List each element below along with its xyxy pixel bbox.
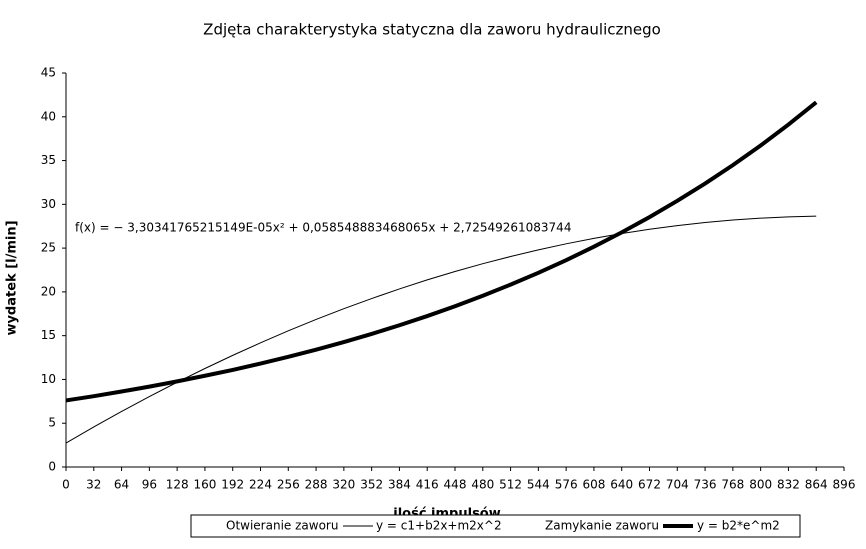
y-tick-label: 35 bbox=[41, 153, 56, 167]
y-tick-label: 5 bbox=[48, 416, 56, 430]
x-tick-label: 768 bbox=[721, 478, 744, 492]
legend-label: y = c1+b2x+m2x^2 bbox=[376, 519, 502, 533]
x-tick-label: 416 bbox=[416, 478, 439, 492]
x-tick-label: 704 bbox=[666, 478, 689, 492]
x-tick-label: 832 bbox=[777, 478, 800, 492]
x-tick-label: 864 bbox=[805, 478, 828, 492]
x-tick-label: 128 bbox=[166, 478, 189, 492]
x-tick-label: 384 bbox=[388, 478, 411, 492]
x-tick-label: 0 bbox=[62, 478, 70, 492]
x-tick-label: 288 bbox=[305, 478, 328, 492]
legend-label: Otwieranie zaworu bbox=[226, 519, 338, 533]
x-tick-label: 256 bbox=[277, 478, 300, 492]
x-tick-label: 32 bbox=[86, 478, 101, 492]
y-tick-label: 10 bbox=[41, 372, 56, 386]
legend-label: Zamykanie zaworu bbox=[545, 519, 659, 533]
x-tick-label: 64 bbox=[114, 478, 129, 492]
x-tick-label: 352 bbox=[360, 478, 383, 492]
x-tick-label: 512 bbox=[499, 478, 522, 492]
y-axis-label: wydatek [l/min] bbox=[5, 220, 20, 335]
x-tick-label: 672 bbox=[638, 478, 661, 492]
x-tick-label: 320 bbox=[332, 478, 355, 492]
x-tick-label: 192 bbox=[221, 478, 244, 492]
y-tick-label: 25 bbox=[41, 241, 56, 255]
y-tick-label: 30 bbox=[41, 197, 56, 211]
y-tick-label: 20 bbox=[41, 284, 56, 298]
x-tick-label: 96 bbox=[142, 478, 157, 492]
x-tick-label: 608 bbox=[582, 478, 605, 492]
x-tick-label: 544 bbox=[527, 478, 550, 492]
series-line bbox=[65, 215, 817, 444]
x-tick-label: 576 bbox=[555, 478, 578, 492]
x-tick-label: 800 bbox=[749, 478, 772, 492]
x-tick-label: 480 bbox=[471, 478, 494, 492]
annotation: f(x) = − 3,30341765215149E-05x² + 0,0585… bbox=[75, 221, 571, 235]
y-tick-label: 40 bbox=[41, 109, 56, 123]
chart-title: Zdjęta charakterystyka statyczna dla zaw… bbox=[203, 21, 661, 39]
series-line bbox=[65, 100, 818, 403]
x-tick-label: 448 bbox=[444, 478, 467, 492]
x-tick-label: 736 bbox=[694, 478, 717, 492]
y-tick-label: 0 bbox=[48, 460, 56, 474]
x-tick-label: 896 bbox=[833, 478, 856, 492]
x-tick-label: 160 bbox=[193, 478, 216, 492]
legend-box bbox=[190, 514, 801, 538]
y-tick-label: 15 bbox=[41, 328, 56, 342]
x-tick-label: 224 bbox=[249, 478, 272, 492]
y-tick-label: 45 bbox=[41, 66, 56, 80]
x-tick-label: 640 bbox=[610, 478, 633, 492]
legend-label: y = b2*e^m2 bbox=[697, 519, 780, 533]
